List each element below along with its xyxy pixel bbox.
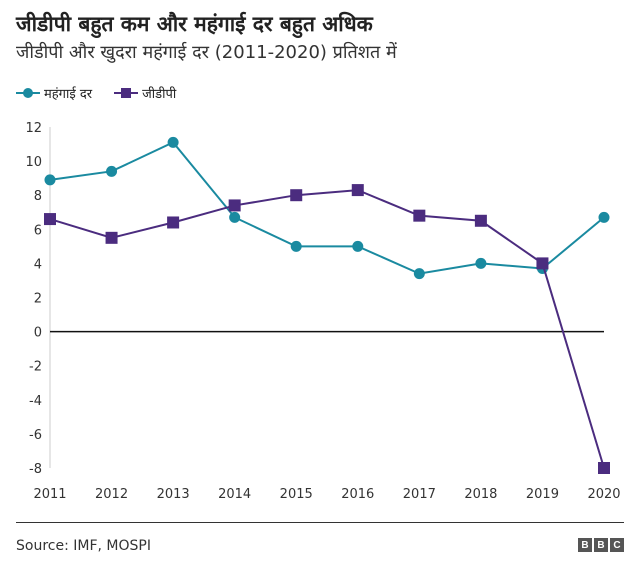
- y-tick-label: -8: [29, 462, 42, 477]
- inflation-point: [106, 165, 118, 177]
- y-tick-label: -4: [29, 394, 42, 409]
- source-text: Source: IMF, MOSPI: [16, 538, 151, 554]
- x-tick-label: 2016: [341, 487, 374, 502]
- footer-divider: [16, 522, 624, 523]
- x-tick-label: 2015: [280, 487, 313, 502]
- inflation-point: [352, 240, 364, 252]
- inflation-point: [475, 257, 487, 269]
- y-tick-label: 6: [34, 223, 42, 238]
- chart-title: जीडीपी बहुत कम और महंगाई दर बहुत अधिक: [16, 12, 373, 36]
- x-tick-label: 2019: [526, 487, 559, 502]
- gdp-point: [413, 209, 426, 222]
- y-tick-label: 12: [25, 121, 42, 136]
- gdp-point: [351, 184, 364, 197]
- chart-subtitle: जीडीपी और खुदरा महंगाई दर (2011-2020) प्…: [16, 42, 397, 63]
- x-tick-label: 2020: [587, 487, 620, 502]
- x-tick-label: 2018: [464, 487, 497, 502]
- y-tick-label: 10: [25, 155, 42, 170]
- inflation-point: [229, 211, 241, 223]
- x-tick-label: 2014: [218, 487, 251, 502]
- y-tick-label: 4: [34, 257, 42, 272]
- gdp-point: [598, 462, 610, 474]
- x-tick-label: 2011: [33, 487, 66, 502]
- x-tick-label: 2017: [403, 487, 436, 502]
- legend-label: महंगाई दर: [44, 87, 93, 102]
- y-tick-label: 2: [34, 292, 42, 307]
- series-line-1: [49, 189, 605, 469]
- y-tick-label: 8: [34, 189, 42, 204]
- gdp-point: [290, 189, 303, 202]
- gdp-point: [228, 199, 241, 212]
- inflation-point: [598, 211, 610, 223]
- gdp-point: [167, 216, 180, 229]
- y-tick-label: 0: [34, 326, 42, 341]
- gdp-point: [474, 214, 487, 227]
- y-tick-label: -6: [29, 428, 42, 443]
- gdp-point: [105, 231, 118, 244]
- series-line-0: [49, 141, 605, 275]
- legend: महंगाई दर जीडीपी: [16, 84, 176, 102]
- x-tick-label: 2012: [95, 487, 128, 502]
- gdp-point: [44, 213, 56, 226]
- square-marker-icon: [114, 88, 139, 98]
- legend-item-inflation: महंगाई दर: [16, 84, 92, 102]
- inflation-point: [44, 174, 56, 186]
- circle-marker-icon: [16, 88, 40, 98]
- legend-label: जीडीपी: [142, 87, 177, 102]
- legend-item-gdp: जीडीपी: [114, 84, 176, 102]
- inflation-point: [413, 268, 425, 280]
- inflation-point: [290, 240, 302, 252]
- y-tick-label: -2: [29, 360, 42, 375]
- line-chart: 12 10 8 6 4 2 0 -2 -4 -6 -8 2011 2012 2013 2014 2015 201…: [25, 121, 620, 502]
- x-tick-label: 2013: [157, 487, 190, 502]
- gdp-point: [536, 257, 549, 270]
- inflation-point: [167, 136, 179, 148]
